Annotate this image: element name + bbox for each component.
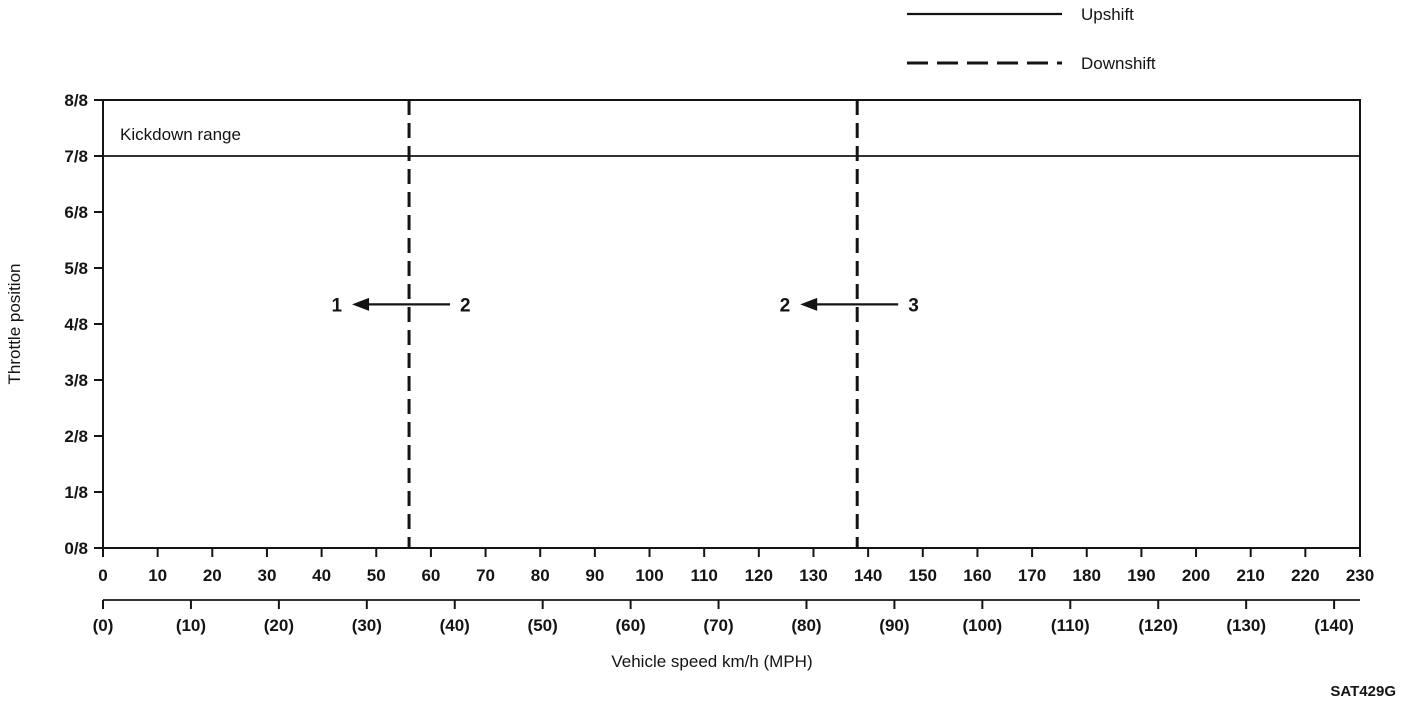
kmh-tick-label: 150: [909, 566, 937, 585]
downshift-arrowhead-icon: [352, 297, 370, 311]
mph-tick-label: (0): [93, 616, 114, 635]
y-axis-tick-label: 2/8: [64, 427, 88, 446]
y-axis-tick-label: 5/8: [64, 259, 88, 278]
y-axis-tick-label: 6/8: [64, 203, 88, 222]
kmh-tick-label: 120: [745, 566, 773, 585]
kmh-tick-label: 110: [690, 566, 717, 585]
y-axis-tick-label: 1/8: [64, 483, 88, 502]
kmh-tick-label: 30: [257, 566, 276, 585]
kmh-tick-label: 80: [531, 566, 550, 585]
y-axis-tick-label: 8/8: [64, 91, 88, 110]
mph-tick-label: (80): [791, 616, 821, 635]
mph-tick-label: (10): [176, 616, 206, 635]
kmh-tick-label: 60: [421, 566, 440, 585]
downshift-arrowhead-icon: [800, 297, 818, 311]
x-axis-title: Vehicle speed km/h (MPH): [611, 652, 812, 671]
mph-tick-label: (70): [703, 616, 733, 635]
mph-tick-label: (110): [1051, 616, 1090, 635]
y-axis-tick-label: 0/8: [64, 539, 88, 558]
mph-tick-label: (120): [1138, 616, 1178, 635]
downshift-from-gear-label: 2: [460, 295, 471, 316]
kmh-tick-label: 40: [312, 566, 331, 585]
downshift-from-gear-label: 3: [908, 295, 919, 316]
kmh-tick-label: 210: [1237, 566, 1265, 585]
kmh-tick-label: 0: [98, 566, 107, 585]
kmh-tick-label: 160: [963, 566, 991, 585]
kmh-tick-label: 10: [148, 566, 167, 585]
downshift-to-gear-label: 1: [331, 295, 342, 316]
mph-tick-label: (140): [1314, 616, 1354, 635]
kmh-tick-label: 220: [1291, 566, 1319, 585]
kmh-tick-label: 230: [1346, 566, 1374, 585]
downshift-to-gear-label: 2: [780, 295, 791, 316]
mph-tick-label: (130): [1226, 616, 1266, 635]
kmh-tick-label: 170: [1018, 566, 1046, 585]
figure-code: SAT429G: [1330, 683, 1396, 700]
plot-border: [102, 99, 1361, 549]
kmh-tick-label: 20: [203, 566, 222, 585]
mph-tick-label: (60): [615, 616, 645, 635]
y-axis-tick-label: 7/8: [64, 147, 88, 166]
mph-tick-label: (40): [440, 616, 470, 635]
y-axis-tick-label: 4/8: [64, 315, 88, 334]
kmh-tick-label: 200: [1182, 566, 1210, 585]
kmh-tick-label: 190: [1127, 566, 1155, 585]
kmh-tick-label: 140: [854, 566, 882, 585]
y-axis-title: Throttle position: [5, 264, 24, 385]
kmh-tick-label: 50: [367, 566, 386, 585]
legend-upshift-label: Upshift: [1081, 5, 1134, 24]
kmh-tick-label: 180: [1073, 566, 1101, 585]
mph-tick-label: (50): [528, 616, 558, 635]
mph-tick-label: (20): [264, 616, 294, 635]
y-axis-tick-label: 3/8: [64, 371, 88, 390]
mph-tick-label: (90): [879, 616, 909, 635]
kmh-tick-label: 100: [635, 566, 663, 585]
kmh-tick-label: 130: [799, 566, 827, 585]
kmh-tick-label: 90: [585, 566, 604, 585]
mph-tick-label: (30): [352, 616, 382, 635]
mph-tick-label: (100): [963, 616, 1003, 635]
kmh-tick-label: 70: [476, 566, 495, 585]
kickdown-range-label: Kickdown range: [120, 125, 241, 144]
legend-downshift-label: Downshift: [1081, 54, 1156, 73]
